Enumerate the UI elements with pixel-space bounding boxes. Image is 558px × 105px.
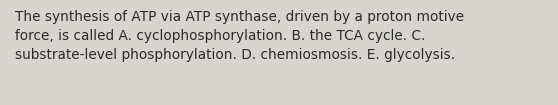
Text: The synthesis of ATP via ATP synthase, driven by a proton motive
force, is calle: The synthesis of ATP via ATP synthase, d… [15,10,464,62]
